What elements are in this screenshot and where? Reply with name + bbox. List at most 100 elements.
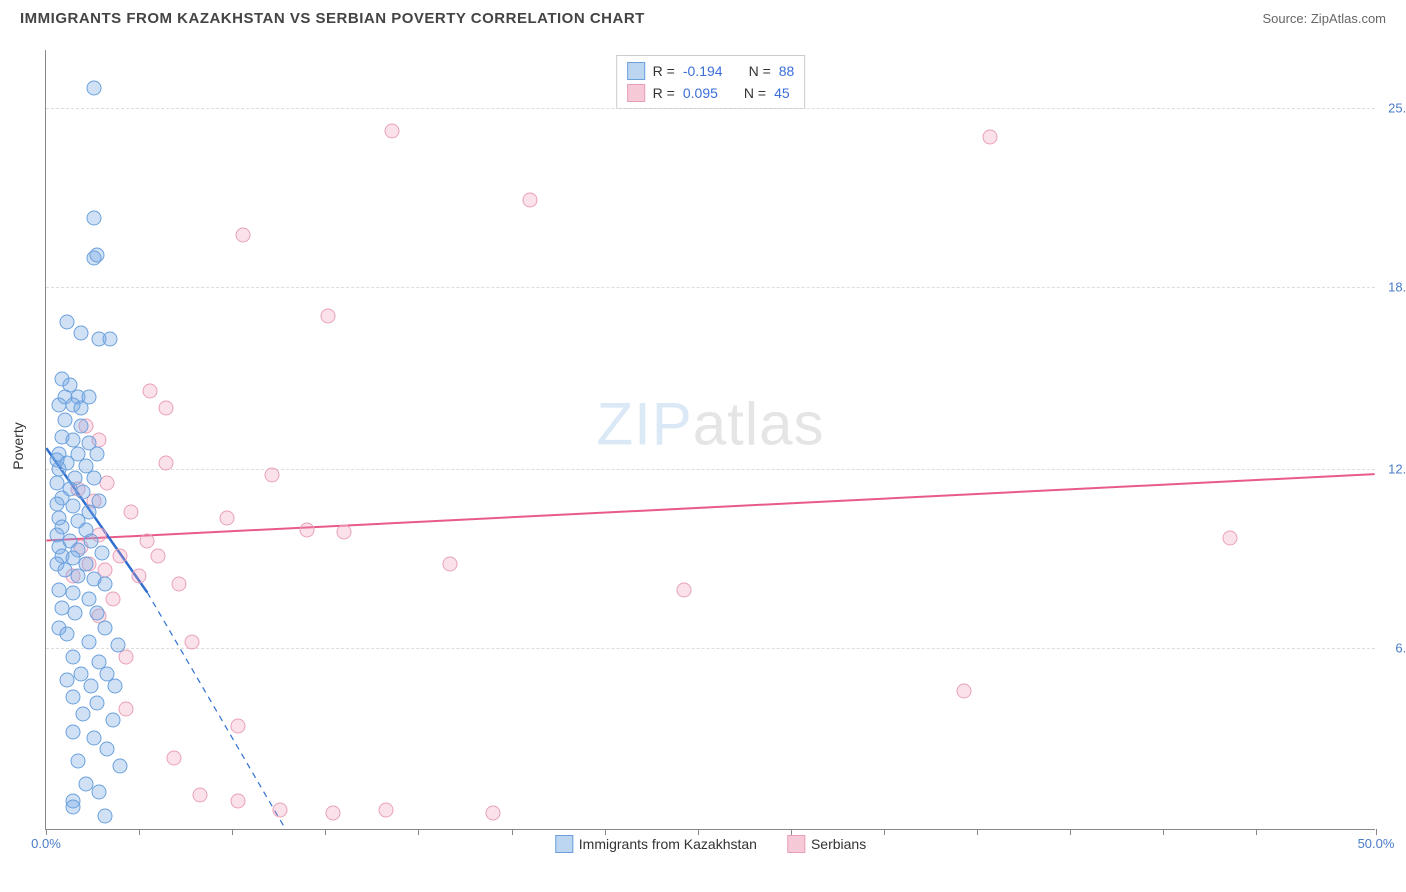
data-point (320, 308, 335, 323)
data-point (677, 583, 692, 598)
data-point (102, 331, 117, 346)
data-point (235, 227, 250, 242)
data-point (443, 557, 458, 572)
gridline (46, 287, 1375, 288)
x-tick (512, 829, 513, 835)
data-point (105, 713, 120, 728)
data-point (326, 805, 341, 820)
x-tick (605, 829, 606, 835)
data-point (113, 759, 128, 774)
data-point (65, 690, 80, 705)
data-point (81, 635, 96, 650)
gridline (46, 648, 1375, 649)
legend-row-b: R = 0.095 N = 45 (627, 82, 795, 104)
data-point (336, 525, 351, 540)
data-point (57, 412, 72, 427)
data-point (65, 499, 80, 514)
data-point (73, 326, 88, 341)
data-point (142, 383, 157, 398)
data-point (172, 577, 187, 592)
data-point (113, 548, 128, 563)
data-point (523, 193, 538, 208)
data-point (70, 568, 85, 583)
watermark: ZIPatlas (596, 389, 824, 458)
x-tick-label: 50.0% (1358, 836, 1395, 851)
data-point (76, 485, 91, 500)
data-point (100, 476, 115, 491)
y-tick-label: 6.3% (1380, 641, 1406, 656)
gridline (46, 469, 1375, 470)
data-point (73, 418, 88, 433)
x-tick (139, 829, 140, 835)
x-tick (698, 829, 699, 835)
y-tick-label: 18.8% (1380, 279, 1406, 294)
gridline (46, 108, 1375, 109)
x-tick (1070, 829, 1071, 835)
data-point (485, 805, 500, 820)
y-tick-label: 25.0% (1380, 100, 1406, 115)
data-point (265, 467, 280, 482)
x-tick (1376, 829, 1377, 835)
data-point (140, 534, 155, 549)
data-point (68, 606, 83, 621)
legend-swatch-a (627, 62, 645, 80)
scatter-chart: ZIPatlas R = -0.194 N = 88 R = 0.095 N =… (45, 50, 1375, 830)
x-tick (977, 829, 978, 835)
data-point (52, 461, 67, 476)
y-axis-label: Poverty (10, 422, 26, 469)
data-point (84, 678, 99, 693)
x-tick (1256, 829, 1257, 835)
data-point (86, 470, 101, 485)
trend-lines (46, 50, 1375, 829)
data-point (108, 678, 123, 693)
legend-item-b: Serbians (787, 835, 866, 853)
data-point (60, 314, 75, 329)
data-point (956, 684, 971, 699)
data-point (60, 672, 75, 687)
correlation-legend: R = -0.194 N = 88 R = 0.095 N = 45 (616, 55, 806, 109)
legend-swatch-b (627, 84, 645, 102)
data-point (92, 785, 107, 800)
chart-title: IMMIGRANTS FROM KAZAKHSTAN VS SERBIAN PO… (20, 10, 645, 27)
x-tick (46, 829, 47, 835)
data-point (124, 505, 139, 520)
data-point (230, 794, 245, 809)
data-point (70, 753, 85, 768)
n-value-a: 88 (779, 63, 795, 79)
data-point (65, 649, 80, 664)
data-point (94, 545, 109, 560)
legend-row-a: R = -0.194 N = 88 (627, 60, 795, 82)
data-point (89, 248, 104, 263)
data-point (65, 433, 80, 448)
data-point (299, 522, 314, 537)
data-point (97, 620, 112, 635)
r-value-a: -0.194 (683, 63, 723, 79)
data-point (89, 447, 104, 462)
data-point (193, 788, 208, 803)
data-point (92, 493, 107, 508)
data-point (65, 799, 80, 814)
series-legend: Immigrants from Kazakhstan Serbians (555, 835, 866, 853)
data-point (379, 802, 394, 817)
data-point (158, 401, 173, 416)
data-point (81, 591, 96, 606)
data-point (983, 129, 998, 144)
source-label: Source: ZipAtlas.com (1262, 11, 1386, 26)
x-tick (884, 829, 885, 835)
y-tick-label: 12.5% (1380, 461, 1406, 476)
x-tick (1163, 829, 1164, 835)
data-point (384, 123, 399, 138)
data-point (49, 496, 64, 511)
data-point (150, 548, 165, 563)
r-value-b: 0.095 (683, 85, 718, 101)
data-point (65, 724, 80, 739)
x-tick (325, 829, 326, 835)
data-point (185, 635, 200, 650)
x-tick-label: 0.0% (31, 836, 61, 851)
data-point (86, 730, 101, 745)
data-point (158, 456, 173, 471)
data-point (60, 626, 75, 641)
data-point (97, 808, 112, 823)
data-point (97, 577, 112, 592)
data-point (105, 591, 120, 606)
